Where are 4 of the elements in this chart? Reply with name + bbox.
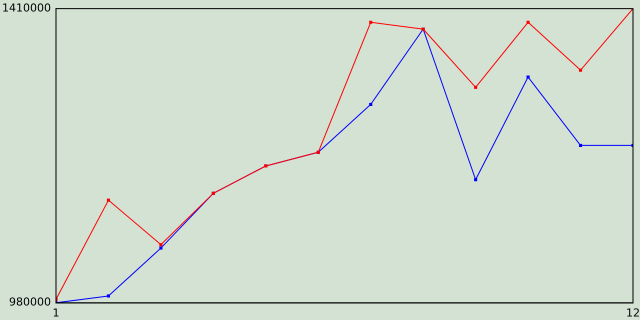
y-tick-label: 980000 xyxy=(8,296,51,309)
x-tick-label: 1 xyxy=(52,306,60,320)
y-tick-label: 1410000 xyxy=(2,1,51,14)
x-tick-label: 12 xyxy=(626,306,640,320)
